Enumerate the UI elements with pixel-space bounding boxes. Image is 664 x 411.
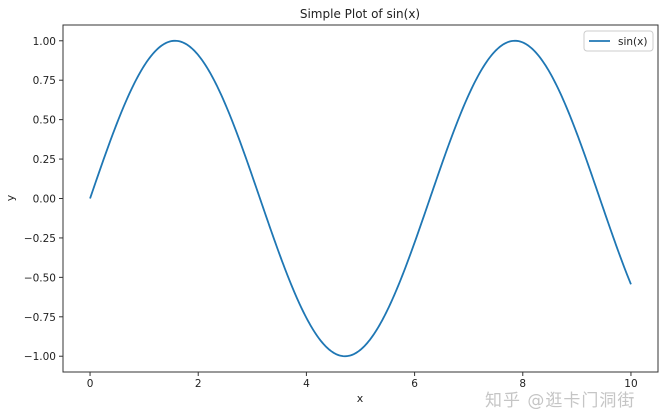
x-tick-label: 8 [519,378,526,390]
y-tick-label: 1.00 [33,36,56,48]
x-tick-label: 4 [303,378,310,390]
y-tick-label: −0.75 [24,312,56,324]
y-tick-label: −0.25 [24,233,56,245]
y-tick-label: −1.00 [24,351,56,363]
watermark: 知乎 @逛卡门洞街 [485,391,636,411]
y-axis-label: y [4,194,17,201]
x-tick-label: 2 [195,378,202,390]
y-tick-label: 0.00 [33,194,56,206]
series-line-sin [89,39,632,358]
y-tick-label: 0.50 [33,115,56,127]
x-tick-label: 0 [87,378,94,390]
y-tick-label: 0.25 [33,154,56,166]
y-tick-label: 0.75 [33,75,56,87]
x-axis-label: x [357,392,364,405]
legend-label-sin: sin(x) [618,36,647,48]
chart-title: Simple Plot of sin(x) [300,7,420,21]
y-tick-label: −0.50 [24,272,56,284]
x-tick-label: 10 [624,378,637,390]
axes-frame [62,24,659,373]
x-tick-label: 6 [411,378,418,390]
legend: sin(x) [583,30,654,52]
legend-box [583,30,654,52]
